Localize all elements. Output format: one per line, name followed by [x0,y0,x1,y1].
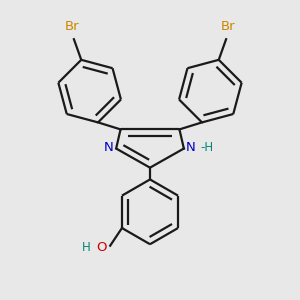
Text: Br: Br [220,20,235,33]
Text: H: H [82,241,91,254]
Text: Br: Br [65,20,80,33]
Text: N: N [186,141,196,154]
Text: N: N [104,141,114,154]
Text: -H: -H [200,141,213,154]
Text: O: O [97,241,107,254]
